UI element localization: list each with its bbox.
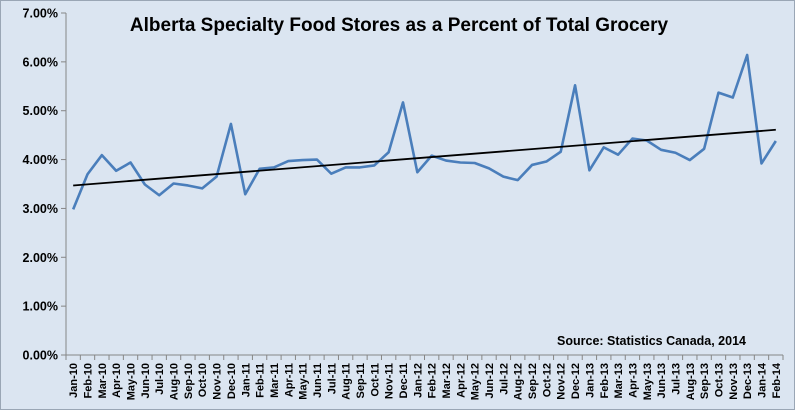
y-tick-label: 4.00% bbox=[23, 153, 58, 167]
y-tick-label: 6.00% bbox=[23, 55, 58, 69]
x-tick-label: Jun-11 bbox=[312, 363, 324, 398]
x-tick-label: Mar-12 bbox=[441, 363, 453, 398]
x-tick-label: Jul-10 bbox=[154, 363, 166, 395]
x-tick-label: Oct-10 bbox=[197, 363, 209, 397]
y-tick-label: 7.00% bbox=[23, 7, 58, 21]
x-tick-label: Dec-12 bbox=[570, 363, 582, 399]
series-layer bbox=[71, 53, 777, 210]
x-tick-label: Jun-12 bbox=[484, 363, 496, 398]
x-tick-label: Feb-12 bbox=[427, 363, 439, 398]
x-tick-label: Apr-10 bbox=[111, 363, 123, 398]
x-tick-label: Jul-12 bbox=[498, 363, 510, 395]
y-axis-tick-labels: 0.00% 1.00% 2.00% 3.00% 4.00% 5.00% 6.00% 7.00% bbox=[23, 7, 58, 363]
x-tick-label: Feb-13 bbox=[599, 363, 611, 398]
x-tick-label: Dec-11 bbox=[398, 363, 410, 398]
x-tick-label: Aug-11 bbox=[341, 363, 353, 400]
y-tick-label: 1.00% bbox=[23, 300, 58, 314]
x-tick-label: Jul-13 bbox=[670, 363, 682, 395]
x-tick-label: Nov-10 bbox=[212, 363, 224, 400]
x-tick-label: Jan-14 bbox=[756, 362, 768, 398]
x-tick-label: May-13 bbox=[642, 363, 654, 400]
y-tick-label: 0.00% bbox=[23, 349, 58, 363]
y-tick-label: 2.00% bbox=[23, 251, 58, 265]
source-note: Source: Statistics Canada, 2014 bbox=[557, 334, 746, 348]
y-tick-label: 3.00% bbox=[23, 202, 58, 216]
x-tick-label: Apr-12 bbox=[455, 363, 467, 398]
x-tick-label: Jan-12 bbox=[412, 363, 424, 398]
x-tick-label: Oct-11 bbox=[369, 363, 381, 397]
x-tick-label: Jun-13 bbox=[656, 363, 668, 398]
series-line bbox=[71, 53, 777, 210]
x-tick-label: Jan-10 bbox=[68, 363, 80, 398]
y-tick-label: 5.00% bbox=[23, 104, 58, 118]
x-tick-label: Jun-10 bbox=[140, 363, 152, 398]
x-tick-label: Sep-10 bbox=[183, 363, 195, 399]
chart-title: Alberta Specialty Food Stores as a Perce… bbox=[130, 15, 669, 36]
axes bbox=[61, 12, 784, 360]
x-tick-label: Aug-12 bbox=[513, 363, 525, 400]
x-tick-label: Aug-13 bbox=[685, 363, 697, 400]
x-tick-label: Jan-13 bbox=[584, 363, 596, 398]
x-tick-label: Mar-11 bbox=[269, 363, 281, 398]
x-tick-label: Feb-14 bbox=[771, 362, 783, 398]
x-tick-label: Apr-13 bbox=[627, 363, 639, 398]
x-tick-label: Feb-11 bbox=[255, 363, 267, 398]
x-tick-label: Nov-13 bbox=[728, 363, 740, 400]
x-tick-label: Oct-12 bbox=[541, 363, 553, 397]
x-tick-label: Nov-11 bbox=[384, 363, 396, 399]
x-tick-label: Jan-11 bbox=[240, 363, 252, 397]
x-tick-label: Feb-10 bbox=[83, 363, 95, 398]
x-tick-label: Sep-11 bbox=[355, 363, 367, 398]
x-tick-label: Dec-10 bbox=[226, 363, 238, 399]
x-tick-label: Sep-13 bbox=[699, 363, 711, 399]
trendline bbox=[73, 128, 776, 187]
x-tick-label: Nov-12 bbox=[556, 363, 568, 400]
x-tick-label: May-10 bbox=[126, 363, 138, 400]
x-tick-label: May-12 bbox=[470, 363, 482, 400]
x-tick-label: Mar-13 bbox=[613, 363, 625, 398]
x-tick-label: Aug-10 bbox=[169, 363, 181, 400]
x-axis-tick-labels: Jan-10 Feb-10 Mar-10 Apr-10 May-10 Jun-10 Jul-… bbox=[68, 362, 783, 400]
x-tick-label: Sep-12 bbox=[527, 363, 539, 399]
x-tick-label: Apr-11 bbox=[283, 363, 295, 397]
x-tick-label: Dec-13 bbox=[742, 363, 754, 399]
x-tick-label: Mar-10 bbox=[97, 363, 109, 398]
x-tick-label: May-11 bbox=[298, 363, 310, 400]
x-tick-label: Oct-13 bbox=[713, 363, 725, 397]
x-tick-label: Jul-11 bbox=[326, 363, 338, 394]
